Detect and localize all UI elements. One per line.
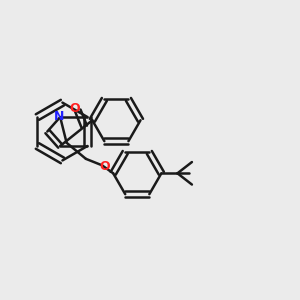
Text: O: O: [99, 160, 110, 172]
Text: O: O: [69, 102, 80, 115]
Text: N: N: [53, 110, 64, 123]
